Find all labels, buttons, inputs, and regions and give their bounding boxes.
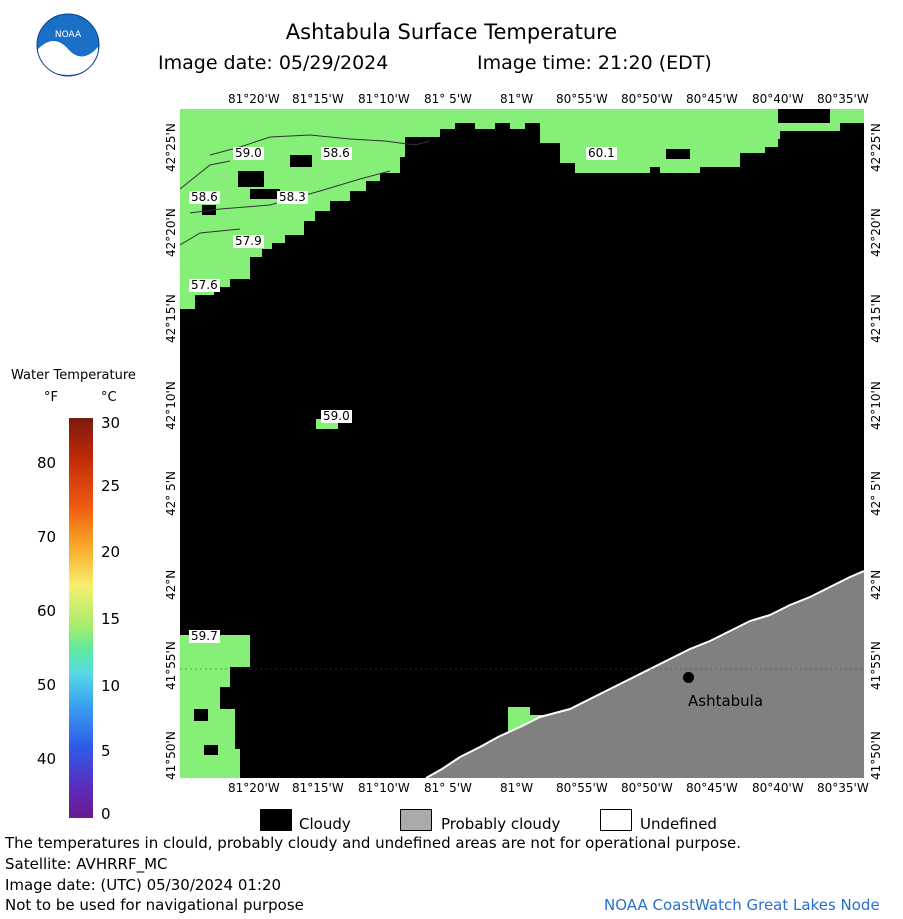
temp-label: 57.9: [233, 234, 264, 248]
probably-cloudy-land: [426, 571, 864, 778]
contour-line: [180, 228, 241, 246]
lon-label-top: 80°45'W: [686, 92, 738, 106]
temp-label: 59.0: [321, 409, 352, 423]
scale-tick-c: 15: [101, 610, 121, 628]
contour-line: [180, 160, 231, 190]
lon-label-top: 81°15'W: [292, 92, 344, 106]
probably-cloudy-label: Probably cloudy: [441, 815, 561, 833]
lat-label-right: 41°55'N: [869, 641, 883, 690]
lon-label-bottom: 80°45'W: [686, 781, 738, 795]
footer-navigation: Not to be used for navigational purpose: [5, 896, 304, 914]
temp-label: 58.6: [189, 190, 220, 204]
scale-tick-f: 40: [37, 750, 57, 768]
footer-credit: NOAA CoastWatch Great Lakes Node: [604, 896, 880, 914]
scale-tick-f: 80: [37, 454, 57, 472]
lon-label-top: 80°50'W: [621, 92, 673, 106]
undefined-swatch: [600, 809, 632, 831]
undefined-label: Undefined: [640, 815, 717, 833]
lat-label-left: 42°10'N: [164, 381, 178, 430]
lon-label-bottom: 81°20'W: [228, 781, 280, 795]
color-scale-bar: [69, 418, 93, 818]
scale-tick-c: 0: [101, 805, 111, 823]
temp-label: 60.1: [586, 146, 617, 160]
footer-disclaimer: The temperatures in clould, probably clo…: [5, 834, 742, 852]
legend-unit-c: °C: [101, 390, 117, 405]
temp-label: 58.3: [277, 190, 308, 204]
lat-label-left: 42°15'N: [164, 294, 178, 343]
lon-label-top: 80°40'W: [752, 92, 804, 106]
lon-label-top: 81° 5'W: [424, 92, 472, 106]
footer-image-date: Image date: (UTC) 05/30/2024 01:20: [5, 876, 282, 894]
lon-label-top: 80°55'W: [556, 92, 608, 106]
lat-label-right: 42°N: [869, 569, 883, 600]
lat-label-left: 41°55'N: [164, 641, 178, 690]
lon-label-bottom: 80°40'W: [752, 781, 804, 795]
scale-tick-f: 70: [37, 528, 57, 546]
temp-label: 58.6: [321, 146, 352, 160]
lat-label-left: 42° 5'N: [164, 471, 178, 516]
lon-label-bottom: 81°W: [500, 781, 534, 795]
lat-label-right: 42° 5'N: [869, 471, 883, 516]
lon-label-bottom: 81° 5'W: [424, 781, 472, 795]
city-marker: [683, 672, 694, 683]
scale-tick-c: 25: [101, 477, 121, 495]
lon-label-bottom: 80°35'W: [817, 781, 869, 795]
legend-unit-f: °F: [44, 390, 58, 405]
scale-tick-c: 10: [101, 677, 121, 695]
lon-label-bottom: 81°15'W: [292, 781, 344, 795]
scale-tick-f: 60: [37, 602, 57, 620]
lat-label-right: 42°15'N: [869, 294, 883, 343]
lat-label-left: 42°25'N: [164, 123, 178, 172]
map-title: Ashtabula Surface Temperature: [285, 20, 618, 44]
lat-label-right: 42°10'N: [869, 381, 883, 430]
lon-label-top: 81°W: [500, 92, 534, 106]
legend-title: Water Temperature: [11, 368, 136, 383]
scale-tick-f: 50: [37, 676, 57, 694]
lon-label-top: 80°35'W: [817, 92, 869, 106]
cloudy-swatch: [260, 809, 292, 831]
temp-label: 59.0: [233, 146, 264, 160]
cloudy-label: Cloudy: [299, 815, 351, 833]
lat-label-left: 42°20'N: [164, 208, 178, 257]
scale-tick-c: 20: [101, 543, 121, 561]
scale-tick-c: 5: [101, 742, 111, 760]
scale-tick-c: 30: [101, 414, 121, 432]
image-time: Image time: 21:20 (EDT): [477, 52, 712, 74]
lon-label-top: 81°20'W: [228, 92, 280, 106]
city-label: Ashtabula: [688, 692, 764, 710]
svg-text:NOAA: NOAA: [55, 30, 82, 40]
lat-label-right: 42°20'N: [869, 208, 883, 257]
lat-label-right: 41°50'N: [869, 731, 883, 780]
lon-label-bottom: 80°55'W: [556, 781, 608, 795]
image-date: Image date: 05/29/2024: [158, 52, 389, 74]
footer-satellite: Satellite: AVHRRF_MC: [5, 855, 168, 873]
probably-cloudy-swatch: [400, 809, 432, 831]
lon-label-bottom: 81°10'W: [358, 781, 410, 795]
lat-label-left: 42°N: [164, 569, 178, 600]
water-region-southwest: [180, 635, 250, 778]
lon-label-bottom: 80°50'W: [621, 781, 673, 795]
temp-label: 57.6: [189, 278, 220, 292]
lat-label-right: 42°25'N: [869, 123, 883, 172]
lon-label-top: 81°10'W: [358, 92, 410, 106]
lat-label-left: 41°50'N: [164, 731, 178, 780]
contour-line: [209, 134, 431, 156]
noaa-logo: NOAA: [36, 13, 100, 77]
sst-map: [180, 109, 864, 778]
temp-label: 59.7: [189, 629, 220, 643]
water-patch-center: [316, 419, 338, 429]
